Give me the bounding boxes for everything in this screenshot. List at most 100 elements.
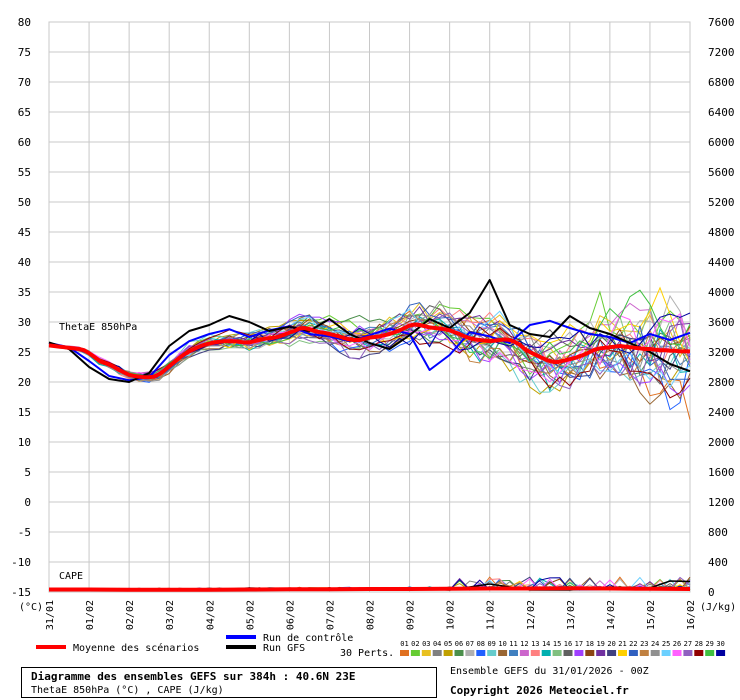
legend-pert-number: 08: [477, 640, 485, 648]
left-axis-tick-label: -15: [11, 586, 31, 599]
left-axis-tick-label: 5: [24, 466, 31, 479]
left-axis-tick-label: 10: [18, 436, 31, 449]
x-axis-tick-label: 11/02: [486, 600, 497, 630]
right-axis-tick-label: 3200: [708, 346, 735, 359]
cape-panel-label: CAPE: [59, 571, 83, 582]
left-axis-tick-label: -10: [11, 556, 31, 569]
right-axis-unit: (J/kg): [700, 602, 736, 613]
legend-pert-swatch: [585, 650, 595, 656]
legend-pert-number: 24: [651, 640, 659, 648]
x-axis-tick-labels: 31/01 01/02 02/02 03/02 04/02 05/02 06/02 07/02…: [45, 600, 697, 630]
legend-pert-swatch: [716, 650, 726, 656]
footer-title-box: Diagramme des ensembles GEFS sur 384h : …: [21, 667, 437, 698]
legend-pert-swatch: [596, 650, 606, 656]
left-axis-unit: (°C): [19, 602, 43, 613]
legend-gfs-label: Run GFS: [263, 643, 305, 654]
x-axis-tick-label: 15/02: [646, 600, 657, 630]
right-axis-tick-label: 800: [708, 526, 728, 539]
x-axis-tick-label: 08/02: [366, 600, 377, 630]
right-axis-tick-label: 1600: [708, 466, 735, 479]
footer-subtitle: ThetaE 850hPa (°C) , CAPE (J/kg): [31, 685, 224, 696]
x-axis-tick-label: 03/02: [165, 600, 176, 630]
left-axis-tick-label: 70: [18, 76, 31, 89]
chart-grid: [48, 21, 691, 593]
legend-pert-swatch: [661, 650, 671, 656]
x-axis-tick-label: 12/02: [526, 600, 537, 630]
left-axis-tick-label: 15: [18, 406, 31, 419]
right-axis-tick-label: 1200: [708, 496, 735, 509]
x-axis-tick-label: 06/02: [285, 600, 296, 630]
legend-pert-swatch: [454, 650, 464, 656]
legend-pert-number: 13: [531, 640, 539, 648]
left-axis-tick-label: 50: [18, 196, 31, 209]
legend-pert-number: 14: [542, 640, 550, 648]
legend-pert-number: 26: [673, 640, 681, 648]
x-axis-tick-label: 10/02: [446, 600, 457, 630]
mean-line: [48, 322, 690, 380]
ensemble-run-info: Ensemble GEFS du 31/01/2026 - 00Z: [450, 666, 649, 677]
left-axis-tick-label: 20: [18, 376, 31, 389]
left-axis-tick-label: 0: [24, 496, 31, 509]
legend-pert-swatch: [421, 650, 431, 656]
main-series-lines: [48, 279, 691, 592]
legend-pert-number: 07: [466, 640, 474, 648]
legend-pert-swatch: [487, 650, 497, 656]
x-axis-tick-label: 16/02: [686, 600, 697, 630]
legend-pert-number: 03: [422, 640, 430, 648]
legend-pert-number: 11: [509, 640, 517, 648]
x-axis-tick-label: 04/02: [205, 600, 216, 630]
legend-pert-number: 05: [444, 640, 452, 648]
left-axis-tick-label: 65: [18, 106, 31, 119]
right-axis-tick-label: 6000: [708, 136, 735, 149]
legend-perturbations: 01 02 03 04 05 06 07 08 09 10 11 12 13 14 15 16 17 18 19 20…: [400, 640, 726, 656]
legend-pert-number: 19: [596, 640, 604, 648]
copyright: Copyright 2026 Meteociel.fr: [450, 684, 629, 697]
left-axis-tick-label: 45: [18, 226, 31, 239]
legend-pert-swatch: [530, 650, 540, 656]
x-axis-tick-label: 05/02: [245, 600, 256, 630]
legend-pert-number: 28: [695, 640, 703, 648]
legend-pert-swatch: [410, 650, 420, 656]
right-axis-tick-label: 4800: [708, 226, 735, 239]
cape-mean-line: [49, 586, 691, 592]
legend-pert-swatch: [563, 650, 573, 656]
legend-pert-number: 17: [575, 640, 583, 648]
legend-pert-number: 02: [411, 640, 419, 648]
legend-pert-swatch: [541, 650, 551, 656]
legend-mean-label: Moyenne des scénarios: [73, 642, 199, 654]
x-axis-tick-label: 02/02: [125, 600, 136, 630]
legend-pert-swatch: [639, 650, 649, 656]
right-axis-tick-label: 2800: [708, 376, 735, 389]
legend-pert-number: 30: [716, 640, 724, 648]
legend-pert-swatch: [683, 650, 693, 656]
left-axis-tick-label: 30: [18, 316, 31, 329]
legend-pert-swatch: [443, 650, 453, 656]
legend-pert-swatch: [672, 650, 682, 656]
x-axis-tick-label: 09/02: [406, 600, 417, 630]
legend: Moyenne des scénarios Run de contrôle Ru…: [36, 632, 726, 659]
right-axis-tick-label: 7200: [708, 46, 735, 59]
right-axis-tick-label: 2400: [708, 406, 735, 419]
legend-pert-swatch: [519, 650, 529, 656]
thetae-panel-label: ThetaE 850hPa: [59, 322, 137, 333]
right-axis-tick-label: 6400: [708, 106, 735, 119]
legend-pert-swatch: [574, 650, 584, 656]
legend-pert-number: 21: [618, 640, 626, 648]
legend-pert-swatch: [509, 650, 518, 656]
legend-pert-number: 20: [607, 640, 615, 648]
perturbation-line-29: [48, 289, 691, 377]
legend-pert-swatch: [465, 650, 475, 656]
x-axis-tick-label: 13/02: [566, 600, 577, 630]
legend-pert-number: 22: [629, 640, 637, 648]
legend-pert-number: 16: [564, 640, 572, 648]
legend-pert-swatch: [705, 650, 715, 656]
legend-pert-number: 04: [433, 640, 441, 648]
x-axis-tick-label: 01/02: [85, 600, 96, 630]
left-axis-tick-label: 80: [18, 16, 31, 29]
legend-pert-swatch: [650, 650, 660, 656]
legend-pert-number: 18: [586, 640, 594, 648]
legend-pert-number: 23: [640, 640, 648, 648]
right-axis-tick-label: 6800: [708, 76, 735, 89]
